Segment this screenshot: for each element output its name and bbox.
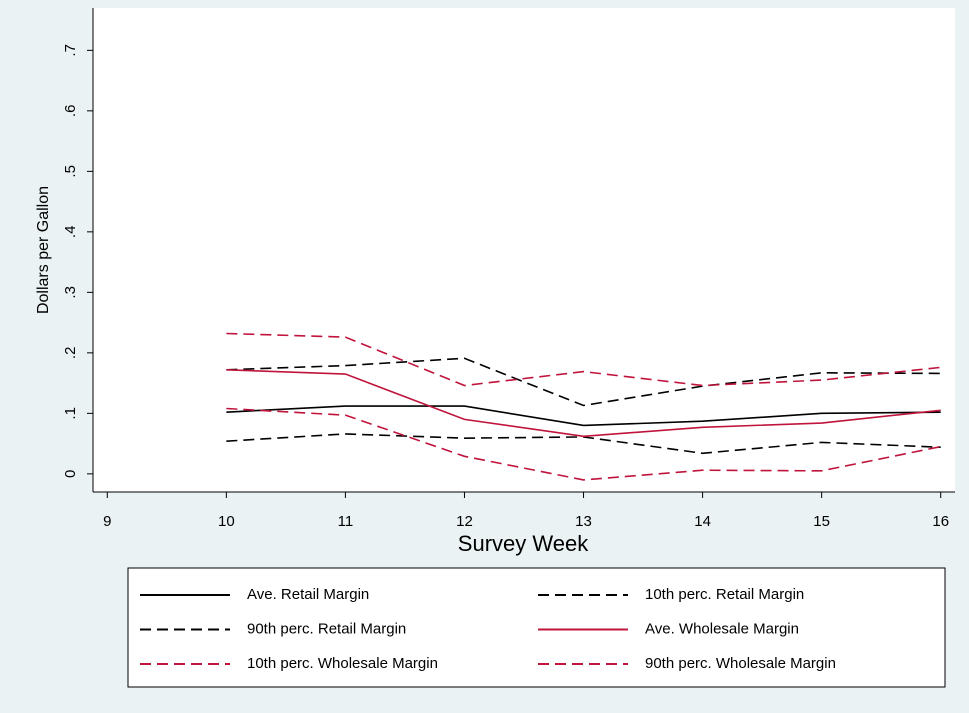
series-line [226, 407, 941, 481]
x-tick-label: 13 [575, 513, 592, 530]
series-line [226, 368, 941, 438]
y-tick-label: .1 [62, 407, 79, 420]
x-tick-label: 12 [456, 513, 473, 530]
x-axis-title: Survey Week [458, 531, 589, 556]
legend [127, 567, 946, 688]
plot-area [93, 8, 955, 492]
legend-label: 10th perc. Wholesale Margin [247, 655, 438, 672]
x-tick-label: 14 [694, 513, 711, 530]
legend-label: 90th perc. Wholesale Margin [645, 655, 836, 672]
y-tick-label: .5 [62, 165, 79, 178]
y-tick-label: .4 [62, 226, 79, 239]
series-line [226, 332, 941, 387]
x-tick-label: 9 [103, 513, 111, 530]
x-tick-label: 10 [218, 513, 235, 530]
legend-label: 90th perc. Retail Margin [247, 620, 406, 637]
legend-label: 10th perc. Retail Margin [645, 586, 804, 603]
y-tick-label: .6 [62, 105, 79, 118]
x-tick-label: 11 [338, 513, 354, 530]
y-tick-label: .2 [62, 347, 79, 360]
y-tick-label: .7 [62, 44, 79, 57]
series-line [226, 357, 941, 407]
series-line [226, 405, 941, 427]
legend-label: Ave. Wholesale Margin [645, 620, 799, 637]
y-axis-title: Dollars per Gallon [35, 186, 52, 314]
x-tick-label: 16 [932, 513, 949, 530]
x-tick-label: 15 [813, 513, 830, 530]
y-tick-label: .3 [62, 286, 79, 299]
y-tick-label: 0 [62, 470, 79, 478]
legend-label: Ave. Retail Margin [247, 586, 369, 603]
